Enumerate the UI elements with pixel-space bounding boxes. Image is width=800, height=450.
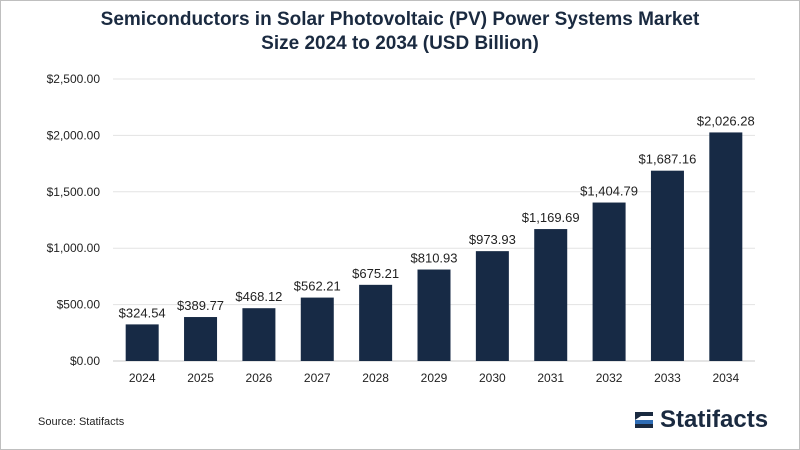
y-tick-label: $500.00 (57, 298, 101, 312)
data-label: $468.12 (235, 289, 282, 304)
chart-title-line-1: Semiconductors in Solar Photovoltaic (PV… (100, 9, 700, 30)
y-tick-label: $2,500.00 (47, 72, 101, 86)
chart-title: Semiconductors in Solar Photovoltaic (PV… (0, 8, 800, 56)
data-label: $562.21 (294, 279, 341, 294)
x-tick-label: 2033 (654, 371, 681, 385)
bar (125, 324, 159, 361)
bar (475, 251, 509, 361)
data-label: $324.54 (119, 305, 166, 320)
bar (650, 170, 684, 361)
data-label: $810.93 (411, 251, 458, 266)
x-tick-label: 2024 (129, 371, 156, 385)
y-tick-label: $1,500.00 (47, 185, 101, 199)
bar (359, 284, 393, 361)
bar (184, 317, 218, 361)
source-note: Source: Statifacts (38, 416, 125, 428)
statifacts-logo: Statifacts (632, 405, 768, 435)
x-tick-label: 2030 (479, 371, 506, 385)
data-label: $2,026.28 (697, 113, 755, 128)
bar (242, 308, 276, 361)
y-tick-label: $0.00 (70, 354, 100, 368)
bar (592, 202, 626, 361)
bar (709, 132, 743, 361)
statifacts-logo-icon (635, 412, 653, 428)
data-label: $1,687.16 (639, 152, 697, 167)
data-label: $675.21 (352, 266, 399, 281)
data-label: $389.77 (177, 298, 224, 313)
data-label: $1,404.79 (580, 184, 638, 199)
bar (534, 229, 568, 361)
x-tick-label: 2029 (421, 371, 448, 385)
x-tick-label: 2028 (362, 371, 389, 385)
chart-title-line-2: Size 2024 to 2034 (USD Billion) (261, 33, 539, 54)
bar (300, 297, 334, 361)
y-tick-label: $1,000.00 (47, 241, 101, 255)
x-tick-label: 2034 (712, 371, 739, 385)
x-tick-label: 2032 (596, 371, 623, 385)
x-tick-label: 2031 (537, 371, 564, 385)
bar (417, 269, 451, 361)
x-tick-label: 2027 (304, 371, 331, 385)
data-label: $973.93 (469, 232, 516, 247)
x-tick-label: 2026 (246, 371, 273, 385)
data-label: $1,169.69 (522, 210, 580, 225)
x-tick-label: 2025 (187, 371, 214, 385)
logo-wordmark: Statifacts (660, 406, 769, 433)
y-tick-label: $2,000.00 (47, 128, 101, 142)
